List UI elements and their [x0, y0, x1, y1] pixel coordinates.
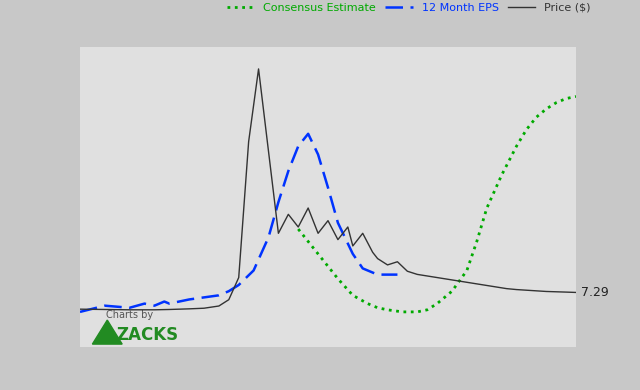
Text: Charts by: Charts by — [106, 310, 153, 320]
Polygon shape — [92, 320, 122, 344]
Text: ZACKS: ZACKS — [116, 326, 178, 344]
Legend: Consensus Estimate, 12 Month EPS, Price ($): Consensus Estimate, 12 Month EPS, Price … — [222, 0, 595, 17]
Text: 7.29: 7.29 — [581, 286, 609, 299]
